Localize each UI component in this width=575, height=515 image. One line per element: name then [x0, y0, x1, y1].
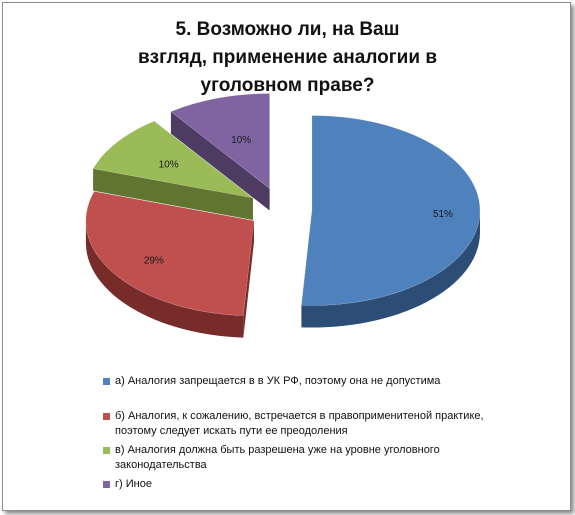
- chart-legend: а) Аналогия запрещается в в УК РФ, поэто…: [103, 374, 523, 500]
- slice-top-b: [85, 191, 255, 316]
- legend-label-d: г) Иное: [115, 478, 152, 490]
- legend-item-d: г) Иное: [103, 477, 523, 492]
- pie-slice-c: [92, 120, 254, 221]
- slice-top-c: [92, 120, 254, 199]
- chart-title-line-1: 5. Возможно ли, на Ваш: [175, 19, 400, 40]
- data-label-d: 10%: [231, 135, 251, 146]
- pie-slice-b: [85, 191, 255, 338]
- slice-side-a: [301, 211, 480, 328]
- pie-slice-a: [301, 115, 481, 328]
- data-label-c: 10%: [159, 159, 179, 170]
- chart-title-line-3: уголовном праве?: [200, 75, 375, 96]
- legend-item-a: а) Аналогия запрещается в в УК РФ, поэто…: [103, 374, 523, 389]
- slice-side-b: [85, 221, 244, 338]
- legend-swatch-c: [103, 447, 110, 454]
- chart-title: 5. Возможно ли, на Ваш взгляд, применени…: [0, 16, 575, 100]
- slice-wall-c: [93, 168, 253, 221]
- legend-label-b: б) Аналогия, к сожалению, встречается в …: [115, 410, 484, 437]
- legend-swatch-d: [103, 481, 110, 488]
- data-label-a: 51%: [433, 209, 453, 220]
- slice-wall-d: [170, 111, 270, 211]
- legend-swatch-a: [103, 378, 110, 385]
- slice-top-a: [301, 115, 481, 306]
- chart-title-line-2: взгляд, применение аналогии в: [137, 47, 438, 68]
- legend-label-c: в) Аналогия должна быть разрешена уже на…: [115, 444, 440, 471]
- legend-swatch-b: [103, 413, 110, 420]
- legend-label-a: а) Аналогия запрещается в в УК РФ, поэто…: [115, 375, 441, 387]
- slice-top-d: [170, 93, 270, 190]
- slice-wall-b: [243, 220, 254, 338]
- data-label-b: 29%: [144, 255, 164, 266]
- legend-item-c: в) Аналогия должна быть разрешена уже на…: [103, 443, 523, 473]
- legend-item-b: б) Аналогия, к сожалению, встречается в …: [103, 409, 523, 439]
- pie-slice-d: [170, 93, 270, 211]
